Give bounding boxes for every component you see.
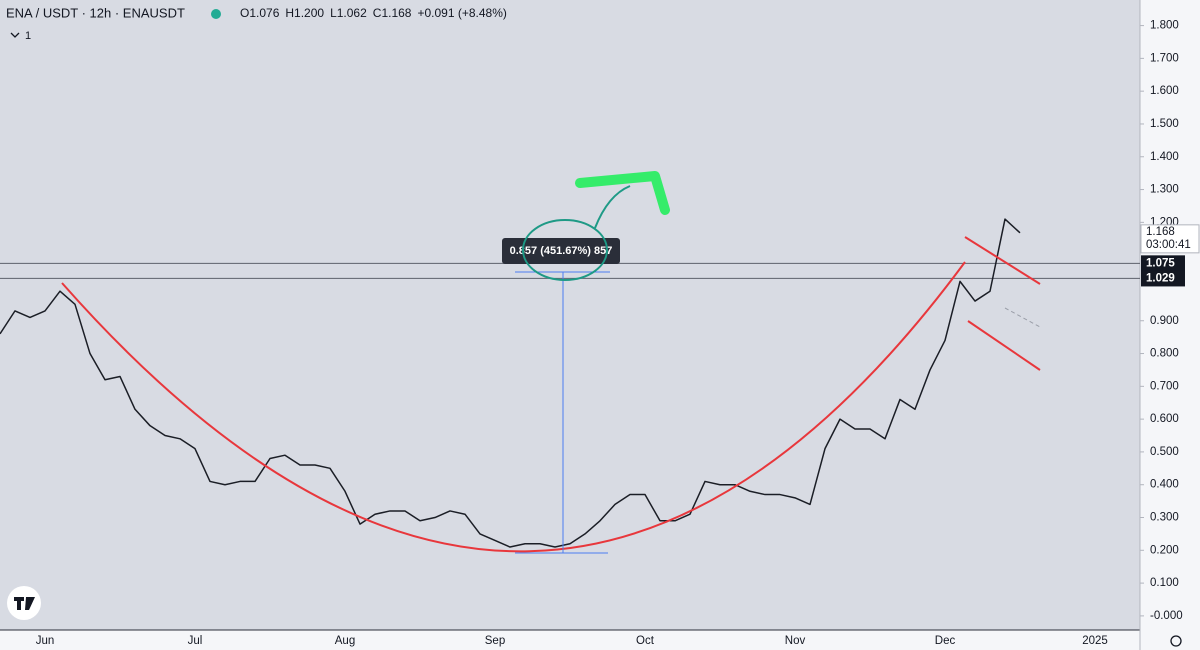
ohlc-value: H1.200	[285, 6, 324, 20]
price-label-box	[1141, 255, 1185, 272]
y-tick-label: -0.000	[1150, 610, 1183, 622]
countdown: 03:00:41	[1146, 239, 1191, 251]
measure-label: 0.857 (451.67%) 857	[510, 245, 613, 257]
x-tick-label: Aug	[335, 635, 355, 647]
trend-line	[964, 236, 1041, 285]
ohlc-value: C1.168	[373, 6, 412, 20]
price-axis	[1140, 0, 1200, 650]
logo[interactable]	[7, 586, 41, 620]
price-label: 1.075	[1146, 257, 1175, 269]
chart-title: ENA / USDT · 12h · ENAUSDT	[6, 5, 185, 20]
projection	[1004, 307, 1041, 328]
last-price-box	[1140, 224, 1200, 254]
y-tick-label: 1.300	[1150, 184, 1179, 196]
logo-mark	[14, 597, 35, 610]
y-tick-label: 1.700	[1150, 52, 1179, 64]
plot	[0, 218, 1140, 548]
trend-line	[967, 320, 1041, 371]
y-tick-label: 1.400	[1150, 151, 1179, 163]
y-tick-label: 0.200	[1150, 544, 1179, 556]
time-axis	[0, 630, 1140, 650]
settings[interactable]	[1170, 635, 1182, 647]
x-tick-label: Oct	[636, 635, 655, 647]
y-tick-label: 1.600	[1150, 85, 1179, 97]
indicator-count: 1	[25, 30, 31, 42]
ohlc-value: O1.076	[240, 6, 280, 20]
ohlc-value: L1.062	[330, 6, 367, 20]
cup-curve	[61, 261, 966, 553]
y-tick-label: 0.700	[1150, 380, 1179, 392]
price-label: 1.029	[1146, 272, 1175, 284]
x-tick-label: Nov	[785, 635, 806, 647]
arrow-stroke	[594, 185, 631, 229]
y-tick-label: 0.600	[1150, 413, 1179, 425]
price-line-series	[0, 218, 1021, 548]
x-tick-label: Sep	[485, 635, 505, 647]
last-price: 1.168	[1146, 226, 1175, 238]
x-tick-label: Jul	[188, 635, 203, 647]
circle-mark	[522, 219, 608, 281]
green-arrow	[575, 171, 670, 215]
y-tick-label: 0.500	[1150, 446, 1179, 458]
y-tick-label: 0.900	[1150, 315, 1179, 327]
y-tick-label: 0.400	[1150, 479, 1179, 491]
status-dot	[211, 9, 221, 19]
x-tick-label: 2025	[1082, 635, 1108, 647]
y-tick-label: 0.100	[1150, 577, 1179, 589]
y-tick-label: 1.800	[1150, 20, 1179, 32]
x-tick-label: Dec	[935, 635, 956, 647]
measure-box	[502, 238, 620, 264]
collapse-chevron[interactable]	[10, 32, 20, 38]
y-tick-label: 0.300	[1150, 512, 1179, 524]
price-label-box	[1141, 270, 1185, 287]
y-tick-label: 1.500	[1150, 118, 1179, 130]
x-tick-label: Jun	[36, 635, 55, 647]
ohlc-values: O1.076 H1.200 L1.062 C1.168 +0.091 (+8.48%)	[240, 6, 507, 20]
y-tick-label: 0.800	[1150, 348, 1179, 360]
ohlc-value: +0.091 (+8.48%)	[417, 6, 506, 20]
